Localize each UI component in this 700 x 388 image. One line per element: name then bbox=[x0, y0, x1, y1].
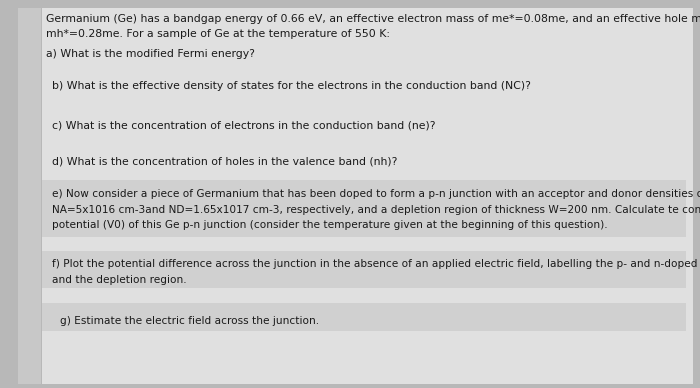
Bar bbox=[18, 8, 41, 384]
Bar bbox=[42, 180, 686, 237]
Bar bbox=[42, 303, 686, 331]
Text: f) Plot the potential difference across the junction in the absence of an applie: f) Plot the potential difference across … bbox=[52, 259, 700, 269]
Text: g) Estimate the electric field across the junction.: g) Estimate the electric field across th… bbox=[60, 316, 318, 326]
Text: c) What is the concentration of electrons in the conduction band (ne)?: c) What is the concentration of electron… bbox=[52, 120, 436, 130]
Text: a) What is the modified Fermi energy?: a) What is the modified Fermi energy? bbox=[46, 49, 254, 59]
Text: d) What is the concentration of holes in the valence band (nh)?: d) What is the concentration of holes in… bbox=[52, 157, 398, 167]
Text: b) What is the effective density of states for the electrons in the conduction b: b) What is the effective density of stat… bbox=[52, 81, 531, 92]
Bar bbox=[42, 251, 686, 288]
Text: NA=5x1016 cm-3and ND=1.65x1017 cm-3, respectively, and a depletion region of thi: NA=5x1016 cm-3and ND=1.65x1017 cm-3, res… bbox=[52, 205, 700, 215]
Text: Germanium (Ge) has a bandgap energy of 0.66 eV, an effective electron mass of me: Germanium (Ge) has a bandgap energy of 0… bbox=[46, 14, 700, 24]
Text: e) Now consider a piece of Germanium that has been doped to form a p-n junction : e) Now consider a piece of Germanium tha… bbox=[52, 189, 700, 199]
Text: mh*=0.28me. For a sample of Ge at the temperature of 550 K:: mh*=0.28me. For a sample of Ge at the te… bbox=[46, 29, 389, 40]
Text: potential (V0) of this Ge p-n junction (consider the temperature given at the be: potential (V0) of this Ge p-n junction (… bbox=[52, 220, 608, 230]
Text: and the depletion region.: and the depletion region. bbox=[52, 275, 187, 285]
